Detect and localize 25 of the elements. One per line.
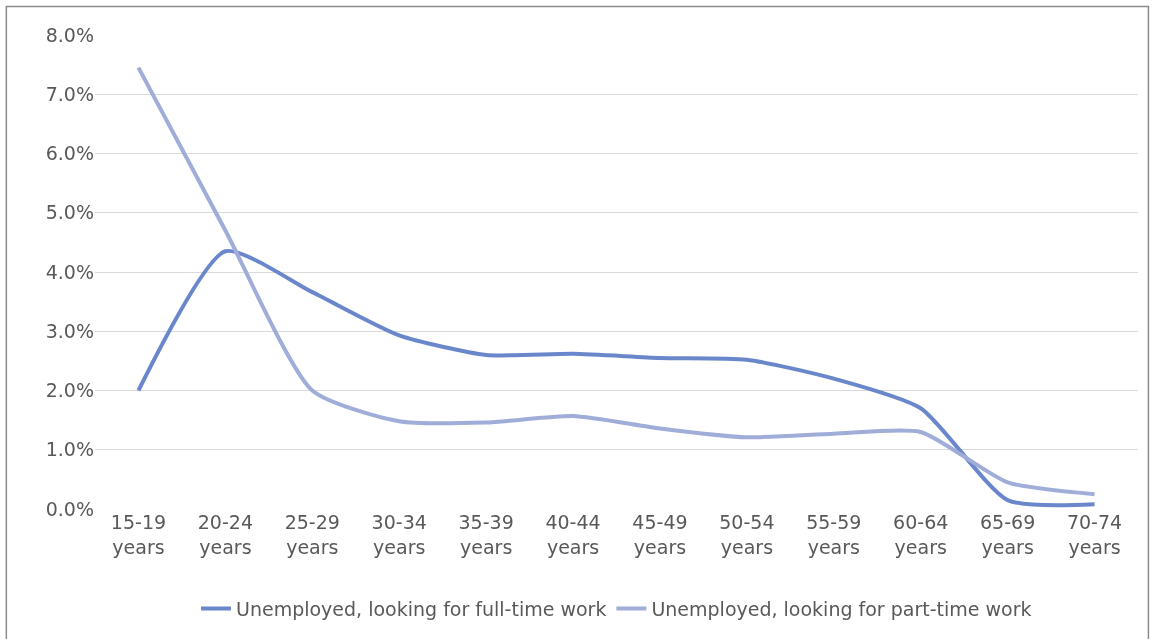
x-tick-label: 30-34 years xyxy=(371,511,427,558)
y-tick-label: 5.0% xyxy=(45,201,94,224)
x-tick-label: 55-59 years xyxy=(806,511,862,558)
line-series xyxy=(136,249,1097,508)
x-tick-label: 25-29 years xyxy=(284,511,340,558)
x-tick-label: 15-19 years xyxy=(110,511,167,558)
y-tick-label: 3.0% xyxy=(45,319,94,342)
legend-label: Unemployed, looking for part-time work xyxy=(651,597,1032,620)
x-tick-label: 40-44 years xyxy=(545,511,601,558)
x-tick-label: 60-64 years xyxy=(893,511,949,558)
y-tick-label: 0.0% xyxy=(45,497,94,520)
y-tick-label: 1.0% xyxy=(45,438,94,461)
x-tick-label: 70-74 years xyxy=(1066,511,1123,558)
x-tick-label: 65-69 years xyxy=(980,511,1036,558)
y-tick-label: 2.0% xyxy=(45,379,94,402)
y-tick-label: 4.0% xyxy=(45,260,94,283)
y-tick-label: 8.0% xyxy=(45,23,94,46)
y-tick-label: 7.0% xyxy=(45,82,94,105)
legend-label: Unemployed, looking for full-time work xyxy=(236,597,607,620)
y-tick-label: 6.0% xyxy=(45,142,94,165)
x-tick-label: 20-24 years xyxy=(197,511,253,558)
x-tick-label: 50-54 years xyxy=(719,511,775,558)
x-tick-label: 45-49 years xyxy=(632,511,688,558)
x-tick-label: 35-39 years xyxy=(458,511,514,558)
line-series xyxy=(136,65,1097,497)
